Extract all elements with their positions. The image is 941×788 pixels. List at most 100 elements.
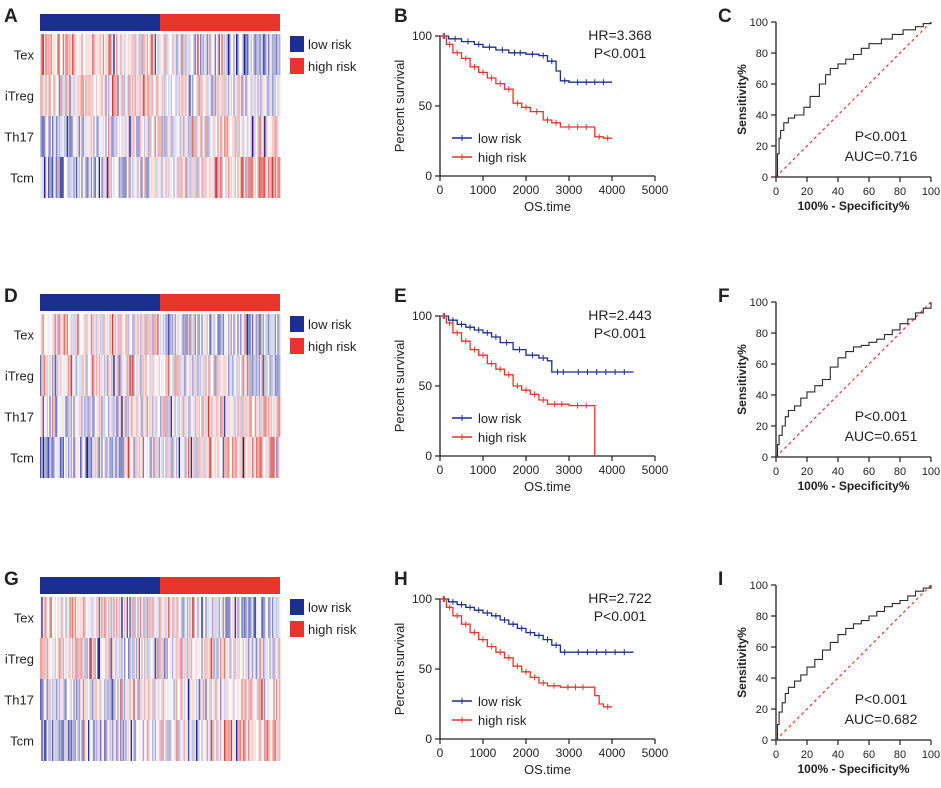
heatmap-cell [65, 34, 68, 75]
heatmap-cell [65, 597, 68, 638]
heatmap-cell [254, 437, 257, 478]
heatmap-cell [164, 437, 166, 478]
heatmap-cell [221, 157, 224, 198]
heatmap-cell [242, 34, 245, 75]
heatmap-cell [216, 157, 218, 198]
heatmap-cell [61, 34, 64, 75]
panel-letter-g: G [4, 569, 19, 590]
heatmap-cell [89, 34, 92, 75]
heatmap-cell [90, 116, 93, 157]
heatmap-cell [66, 314, 69, 355]
heatmap-cell [54, 116, 57, 157]
heatmap-cell [208, 597, 210, 638]
heatmap-cell [154, 720, 157, 761]
heatmap-cell [66, 437, 69, 478]
heatmap-cell [49, 75, 52, 116]
heatmap-cell [138, 355, 141, 396]
heatmap-cell [158, 314, 161, 355]
heatmap-cell [266, 437, 269, 478]
roc-curve [776, 302, 932, 458]
heatmap-cell [128, 157, 130, 198]
heatmap-cell [58, 679, 61, 720]
heatmap-cell [253, 34, 256, 75]
heatmap-cell [264, 597, 266, 638]
heatmap-cell [188, 314, 190, 355]
heatmap-cell [74, 157, 77, 198]
heatmap-cell [122, 157, 125, 198]
heatmap-cell [229, 597, 232, 638]
heatmap-cell [165, 437, 168, 478]
heatmap-cell [125, 314, 128, 355]
heatmap-cell [220, 157, 222, 198]
heatmap-cell [182, 157, 185, 198]
heatmap-cell [124, 597, 126, 638]
heatmap-cell [133, 355, 136, 396]
heatmap-cell [261, 638, 264, 679]
heatmap-cell [93, 638, 96, 679]
heatmap-cell [272, 75, 274, 116]
legend-label-low: low risk [478, 131, 522, 146]
heatmap-cell [80, 34, 82, 75]
heatmap-cell [277, 34, 280, 75]
heatmap-cell [278, 638, 281, 679]
heatmap-cell [277, 437, 280, 478]
heatmap-cell [53, 597, 56, 638]
heatmap-cell [44, 597, 46, 638]
heatmap-cell [118, 720, 121, 761]
heatmap-cell [48, 597, 50, 638]
heatmap-cell [116, 638, 118, 679]
heatmap-cell [214, 597, 217, 638]
heatmap-cell [109, 116, 112, 157]
heatmap-cell [242, 355, 245, 396]
heatmap-cell [46, 597, 49, 638]
heatmap-cell [214, 75, 217, 116]
heatmap-cell [112, 157, 114, 198]
heatmap-cell [170, 314, 173, 355]
heatmap-cell [230, 597, 233, 638]
heatmap-cell [133, 638, 136, 679]
heatmap-cell [104, 34, 106, 75]
heatmap-cell [78, 638, 81, 679]
heatmap-cell [112, 116, 114, 157]
heatmap-cell [260, 34, 262, 75]
heatmap-cell [204, 355, 206, 396]
heatmap-cell [246, 396, 249, 437]
heatmap-cell [74, 34, 77, 75]
heatmap-cell [66, 720, 69, 761]
legend-label-low: low risk [478, 694, 522, 709]
legend-swatch-low [290, 36, 304, 52]
heatmap-cell [209, 679, 212, 720]
heatmap-cell [156, 314, 158, 355]
heatmap-cell [273, 597, 276, 638]
heatmap-cell [200, 437, 202, 478]
heatmap-cell [242, 679, 245, 720]
heatmap-cell [116, 116, 118, 157]
heatmap-cell [229, 396, 232, 437]
heatmap-cell [274, 437, 277, 478]
heatmap-cell [176, 314, 178, 355]
heatmap-cell [134, 75, 137, 116]
heatmap-cell [193, 116, 196, 157]
heatmap-cell [42, 638, 45, 679]
heatmap-cell [77, 314, 80, 355]
heatmap-cell [270, 75, 273, 116]
heatmap-cell [228, 396, 230, 437]
heatmap-cell [64, 157, 66, 198]
heatmap-cell [230, 355, 233, 396]
heatmap-cell [93, 157, 96, 198]
heatmap-cell [194, 679, 197, 720]
heatmap-cell [273, 679, 276, 720]
heatmap-cell [89, 720, 92, 761]
heatmap-cell [165, 34, 168, 75]
heatmap-cell [70, 34, 73, 75]
heatmap-cell [80, 437, 82, 478]
panel-letter-d: D [4, 286, 18, 307]
heatmap-cell [198, 437, 201, 478]
heatmap-cell [126, 34, 129, 75]
heatmap-cell [192, 355, 194, 396]
heatmap-cell [68, 355, 70, 396]
heatmap-cell [213, 116, 216, 157]
heatmap-cell [146, 157, 149, 198]
heatmap-cell [201, 355, 204, 396]
heatmap-cell [169, 437, 172, 478]
